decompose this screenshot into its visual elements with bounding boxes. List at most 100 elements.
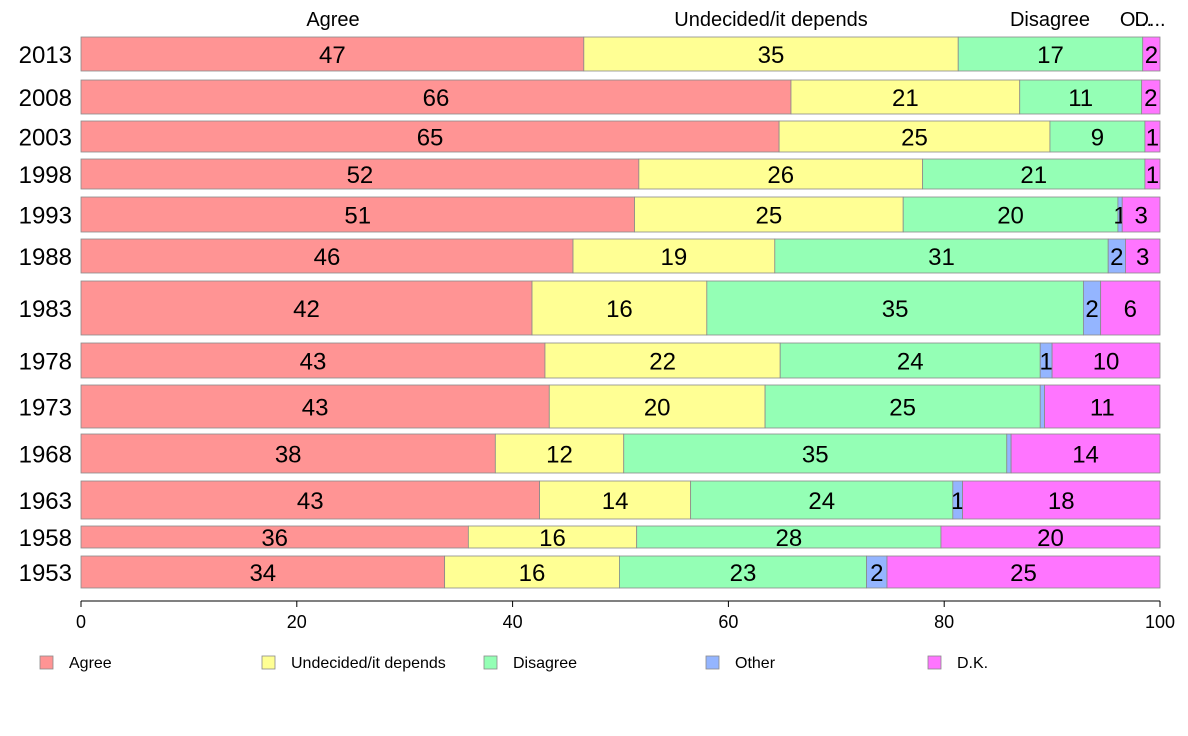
data-label-1963-2: 24	[808, 488, 835, 515]
data-label-1958-1: 16	[539, 525, 566, 552]
data-label-1998-0: 52	[347, 162, 374, 189]
column-header-1: Undecided/it depends	[674, 9, 867, 31]
data-label-1973-4: 11	[1090, 395, 1115, 422]
data-label-1963-3: 1	[951, 488, 964, 515]
data-label-1958-4: 20	[1037, 525, 1064, 552]
data-label-1963-0: 43	[297, 488, 324, 515]
bar-segment-1983-disagree	[706, 280, 1084, 336]
data-label-1953-2: 23	[730, 560, 757, 587]
legend-swatch-3	[705, 655, 720, 670]
data-label-1998-1: 26	[767, 162, 794, 189]
bar-segment-1963-undecided-it-depends	[539, 480, 692, 520]
data-label-1983-0: 42	[293, 296, 320, 323]
data-label-2008-1: 21	[892, 85, 919, 112]
data-label-1983-3: 2	[1085, 296, 1098, 323]
column-header-2: Disagree	[1010, 9, 1090, 31]
bar-segment-2003-d-k-	[1144, 120, 1161, 153]
bar-segment-2013-d-k-	[1142, 36, 1161, 72]
bar-segment-1963-disagree	[690, 480, 954, 520]
data-label-1983-2: 35	[882, 296, 909, 323]
data-label-1953-4: 25	[1010, 560, 1037, 587]
data-label-2008-4: 2	[1144, 85, 1157, 112]
bar-segment-1998-d-k-	[1144, 158, 1161, 190]
data-label-1998-4: 1	[1146, 162, 1159, 189]
category-label-1953: 1953	[19, 560, 72, 587]
data-label-2008-2: 11	[1068, 85, 1093, 112]
bar-segment-1968-d-k-	[1010, 433, 1161, 474]
category-labels: 2013 2008 2003 1998 1993 1988 1983 1978 1973 1968…	[19, 42, 72, 587]
bar-segment-1993-undecided-it-depends	[634, 196, 904, 233]
legend-label-1: Undecided/it depends	[291, 655, 446, 672]
bar-segment-1968-undecided-it-depends	[494, 433, 625, 474]
data-label-1958-0: 36	[261, 525, 288, 552]
category-label-1998: 1998	[19, 162, 72, 189]
bar-segment-1993-disagree	[902, 196, 1119, 233]
x-tick-label-20: 20	[287, 612, 307, 632]
bar-segment-1983-undecided-it-depends	[531, 280, 708, 336]
legend-label-0: Agree	[69, 655, 112, 672]
data-label-1963-4: 18	[1048, 488, 1075, 515]
data-label-1968-1: 12	[546, 442, 573, 469]
x-tick-label-100: 100	[1145, 612, 1175, 632]
data-label-1978-4: 10	[1093, 349, 1120, 376]
data-label-1968-2: 35	[802, 442, 829, 469]
bar-segment-1988-undecided-it-depends	[572, 238, 776, 274]
category-label-1988: 1988	[19, 244, 72, 271]
bar-segment-2003-undecided-it-depends	[778, 120, 1051, 153]
data-label-1973-1: 20	[644, 395, 671, 422]
data-label-1988-2: 31	[928, 244, 955, 271]
data-label-2013-0: 47	[319, 42, 346, 69]
bar-segment-1953-d-k-	[886, 555, 1161, 589]
bar-segment-1988-agree	[80, 238, 574, 274]
bar-segment-1973-disagree	[764, 384, 1041, 429]
data-label-2013-4: 2	[1145, 42, 1158, 69]
data-label-1958-2: 28	[775, 525, 802, 552]
category-label-1973: 1973	[19, 395, 72, 422]
data-label-1968-4: 14	[1072, 442, 1099, 469]
legend-label-4: D.K.	[957, 655, 988, 672]
bar-segment-1978-d-k-	[1051, 342, 1161, 379]
column-header-0: Agree	[306, 9, 359, 31]
bar-segment-1953-undecided-it-depends	[444, 555, 620, 589]
data-label-1993-2: 20	[997, 203, 1024, 230]
category-label-2013: 2013	[19, 42, 72, 69]
data-label-1993-1: 25	[756, 203, 783, 230]
data-label-1973-0: 43	[302, 395, 329, 422]
data-label-1978-3: 1	[1039, 349, 1052, 376]
x-axis: 0 20 40 60 80 100	[76, 600, 1175, 632]
bar-segment-1988-d-k-	[1125, 238, 1161, 274]
category-label-1958: 1958	[19, 525, 72, 552]
category-label-1968: 1968	[19, 442, 72, 469]
column-headers: Agree Undecided/it depends Disagree O...D..…	[306, 9, 1165, 31]
data-label-1978-1: 22	[649, 349, 676, 376]
category-label-2003: 2003	[19, 125, 72, 152]
bar-segment-2008-disagree	[1019, 79, 1143, 115]
category-label-1978: 1978	[19, 349, 72, 376]
bar-segment-2008-d-k-	[1141, 79, 1161, 115]
x-tick-label-40: 40	[503, 612, 523, 632]
data-label-1953-3: 2	[870, 560, 883, 587]
bars: 47 35 17 266 21 11 265 25 9 152 26 21 151 25 20 1 346 19 3…	[80, 36, 1161, 589]
bar-segment-1998-agree	[80, 158, 640, 190]
data-label-1988-1: 19	[661, 244, 688, 271]
data-label-1963-1: 14	[602, 488, 629, 515]
category-label-1983: 1983	[19, 296, 72, 323]
legend-swatch-1	[261, 655, 276, 670]
bar-segment-1993-agree	[80, 196, 635, 233]
bar-segment-1978-disagree	[779, 342, 1041, 379]
data-label-1983-1: 16	[606, 296, 633, 323]
bar-segment-1968-agree	[80, 433, 496, 474]
data-label-1993-4: 3	[1134, 203, 1147, 230]
bar-segment-2003-agree	[80, 120, 780, 153]
data-label-2013-1: 35	[758, 42, 785, 69]
bar-segment-1973-d-k-	[1044, 384, 1161, 429]
legend-swatch-0	[39, 655, 54, 670]
bar-segment-1973-agree	[80, 384, 550, 429]
category-label-1963: 1963	[19, 488, 72, 515]
legend-label-3: Other	[735, 655, 776, 672]
x-tick-label-60: 60	[718, 612, 738, 632]
bar-segment-1978-undecided-it-depends	[544, 342, 781, 379]
x-tick-label-0: 0	[76, 612, 86, 632]
bar-segment-1973-other	[1039, 384, 1045, 429]
